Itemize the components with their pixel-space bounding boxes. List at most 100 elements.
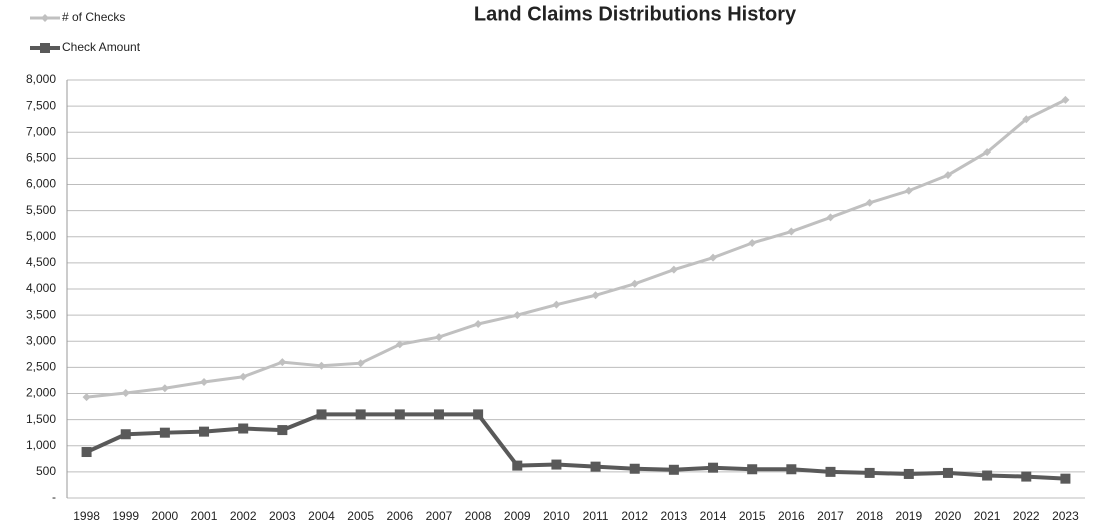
data-point <box>903 468 914 479</box>
data-point <box>904 186 913 195</box>
y-tick-label: 6,500 <box>26 151 56 165</box>
y-tick-label: 6,000 <box>26 177 56 191</box>
data-point <box>552 300 561 309</box>
y-tick-label: 4,500 <box>26 255 56 269</box>
data-point <box>865 198 874 207</box>
data-point <box>433 409 444 420</box>
data-point <box>551 459 562 470</box>
data-point <box>395 340 404 349</box>
x-tick-label: 2016 <box>778 509 805 523</box>
y-tick-label: 2,500 <box>26 360 56 374</box>
data-point <box>709 253 718 262</box>
data-point <box>474 320 483 329</box>
y-tick-label: 7,000 <box>26 124 56 138</box>
data-point <box>200 378 209 387</box>
y-tick-label: 3,500 <box>26 307 56 321</box>
y-tick-label: 500 <box>36 464 56 478</box>
y-tick-label: 4,000 <box>26 281 56 295</box>
data-point <box>825 466 836 477</box>
data-point <box>356 359 365 368</box>
data-point <box>239 372 248 381</box>
legend-label: # of Checks <box>62 10 125 24</box>
x-tick-label: 1998 <box>73 509 100 523</box>
data-point <box>81 447 92 458</box>
data-point <box>590 461 601 472</box>
data-point <box>160 384 169 393</box>
x-tick-label: 2023 <box>1052 509 1079 523</box>
y-tick-label: 3,000 <box>26 333 56 347</box>
y-tick-label: 5,500 <box>26 203 56 217</box>
x-tick-label: 2013 <box>661 509 688 523</box>
y-tick-label: 5,000 <box>26 229 56 243</box>
data-point <box>121 388 130 397</box>
x-tick-label: 2006 <box>386 509 413 523</box>
x-tick-label: 2008 <box>465 509 492 523</box>
data-point <box>747 464 758 475</box>
x-tick-label: 1999 <box>112 509 139 523</box>
y-tick-label: - <box>52 490 56 504</box>
data-point <box>120 429 131 440</box>
data-point <box>277 425 288 436</box>
x-tick-label: 2004 <box>308 509 335 523</box>
data-point <box>669 265 678 274</box>
data-point <box>629 463 640 474</box>
data-point <box>748 239 757 248</box>
x-tick-label: 2015 <box>739 509 766 523</box>
data-point <box>199 426 210 437</box>
data-point <box>355 409 366 420</box>
data-point <box>1060 473 1071 484</box>
data-point <box>473 409 484 420</box>
x-tick-label: 2012 <box>621 509 648 523</box>
x-tick-label: 2000 <box>152 509 179 523</box>
data-point <box>708 462 719 473</box>
data-point <box>668 464 679 475</box>
x-tick-label: 2020 <box>935 509 962 523</box>
x-tick-label: 2005 <box>347 509 374 523</box>
data-point <box>942 467 953 478</box>
data-point <box>1021 471 1032 482</box>
data-point <box>278 358 287 367</box>
x-tick-label: 2018 <box>856 509 883 523</box>
y-tick-label: 8,000 <box>26 72 56 86</box>
series-line <box>86 98 1067 399</box>
data-point <box>238 423 249 434</box>
data-point <box>983 148 992 157</box>
x-tick-label: 2010 <box>543 509 570 523</box>
data-point <box>864 467 875 478</box>
x-tick-label: 2014 <box>700 509 727 523</box>
legend-label: Check Amount <box>62 40 141 54</box>
data-point <box>1022 115 1031 124</box>
x-tick-label: 2011 <box>583 509 609 523</box>
data-point <box>982 470 993 481</box>
data-point <box>787 227 796 236</box>
x-tick-label: 2021 <box>974 509 1001 523</box>
x-tick-label: 2001 <box>191 509 218 523</box>
x-tick-label: 2009 <box>504 509 531 523</box>
x-tick-label: 2019 <box>895 509 922 523</box>
data-point <box>513 311 522 320</box>
x-tick-label: 2007 <box>426 509 453 523</box>
data-point <box>591 291 600 300</box>
x-tick-label: 2002 <box>230 509 257 523</box>
data-point <box>434 333 443 342</box>
x-tick-label: 2022 <box>1013 509 1040 523</box>
x-tick-label: 2017 <box>817 509 844 523</box>
x-tick-label: 2003 <box>269 509 296 523</box>
series-line <box>85 412 1066 481</box>
data-point <box>41 14 49 22</box>
data-point <box>394 409 405 420</box>
data-point <box>1061 95 1070 104</box>
data-point <box>826 213 835 222</box>
data-point <box>82 393 91 402</box>
data-point <box>40 43 50 53</box>
y-tick-label: 7,500 <box>26 98 56 112</box>
data-point <box>786 464 797 475</box>
data-point <box>317 361 326 370</box>
data-point <box>943 171 952 180</box>
y-tick-label: 1,500 <box>26 412 56 426</box>
y-tick-label: 1,000 <box>26 438 56 452</box>
data-point <box>159 427 170 438</box>
chart-title: Land Claims Distributions History <box>474 3 797 25</box>
